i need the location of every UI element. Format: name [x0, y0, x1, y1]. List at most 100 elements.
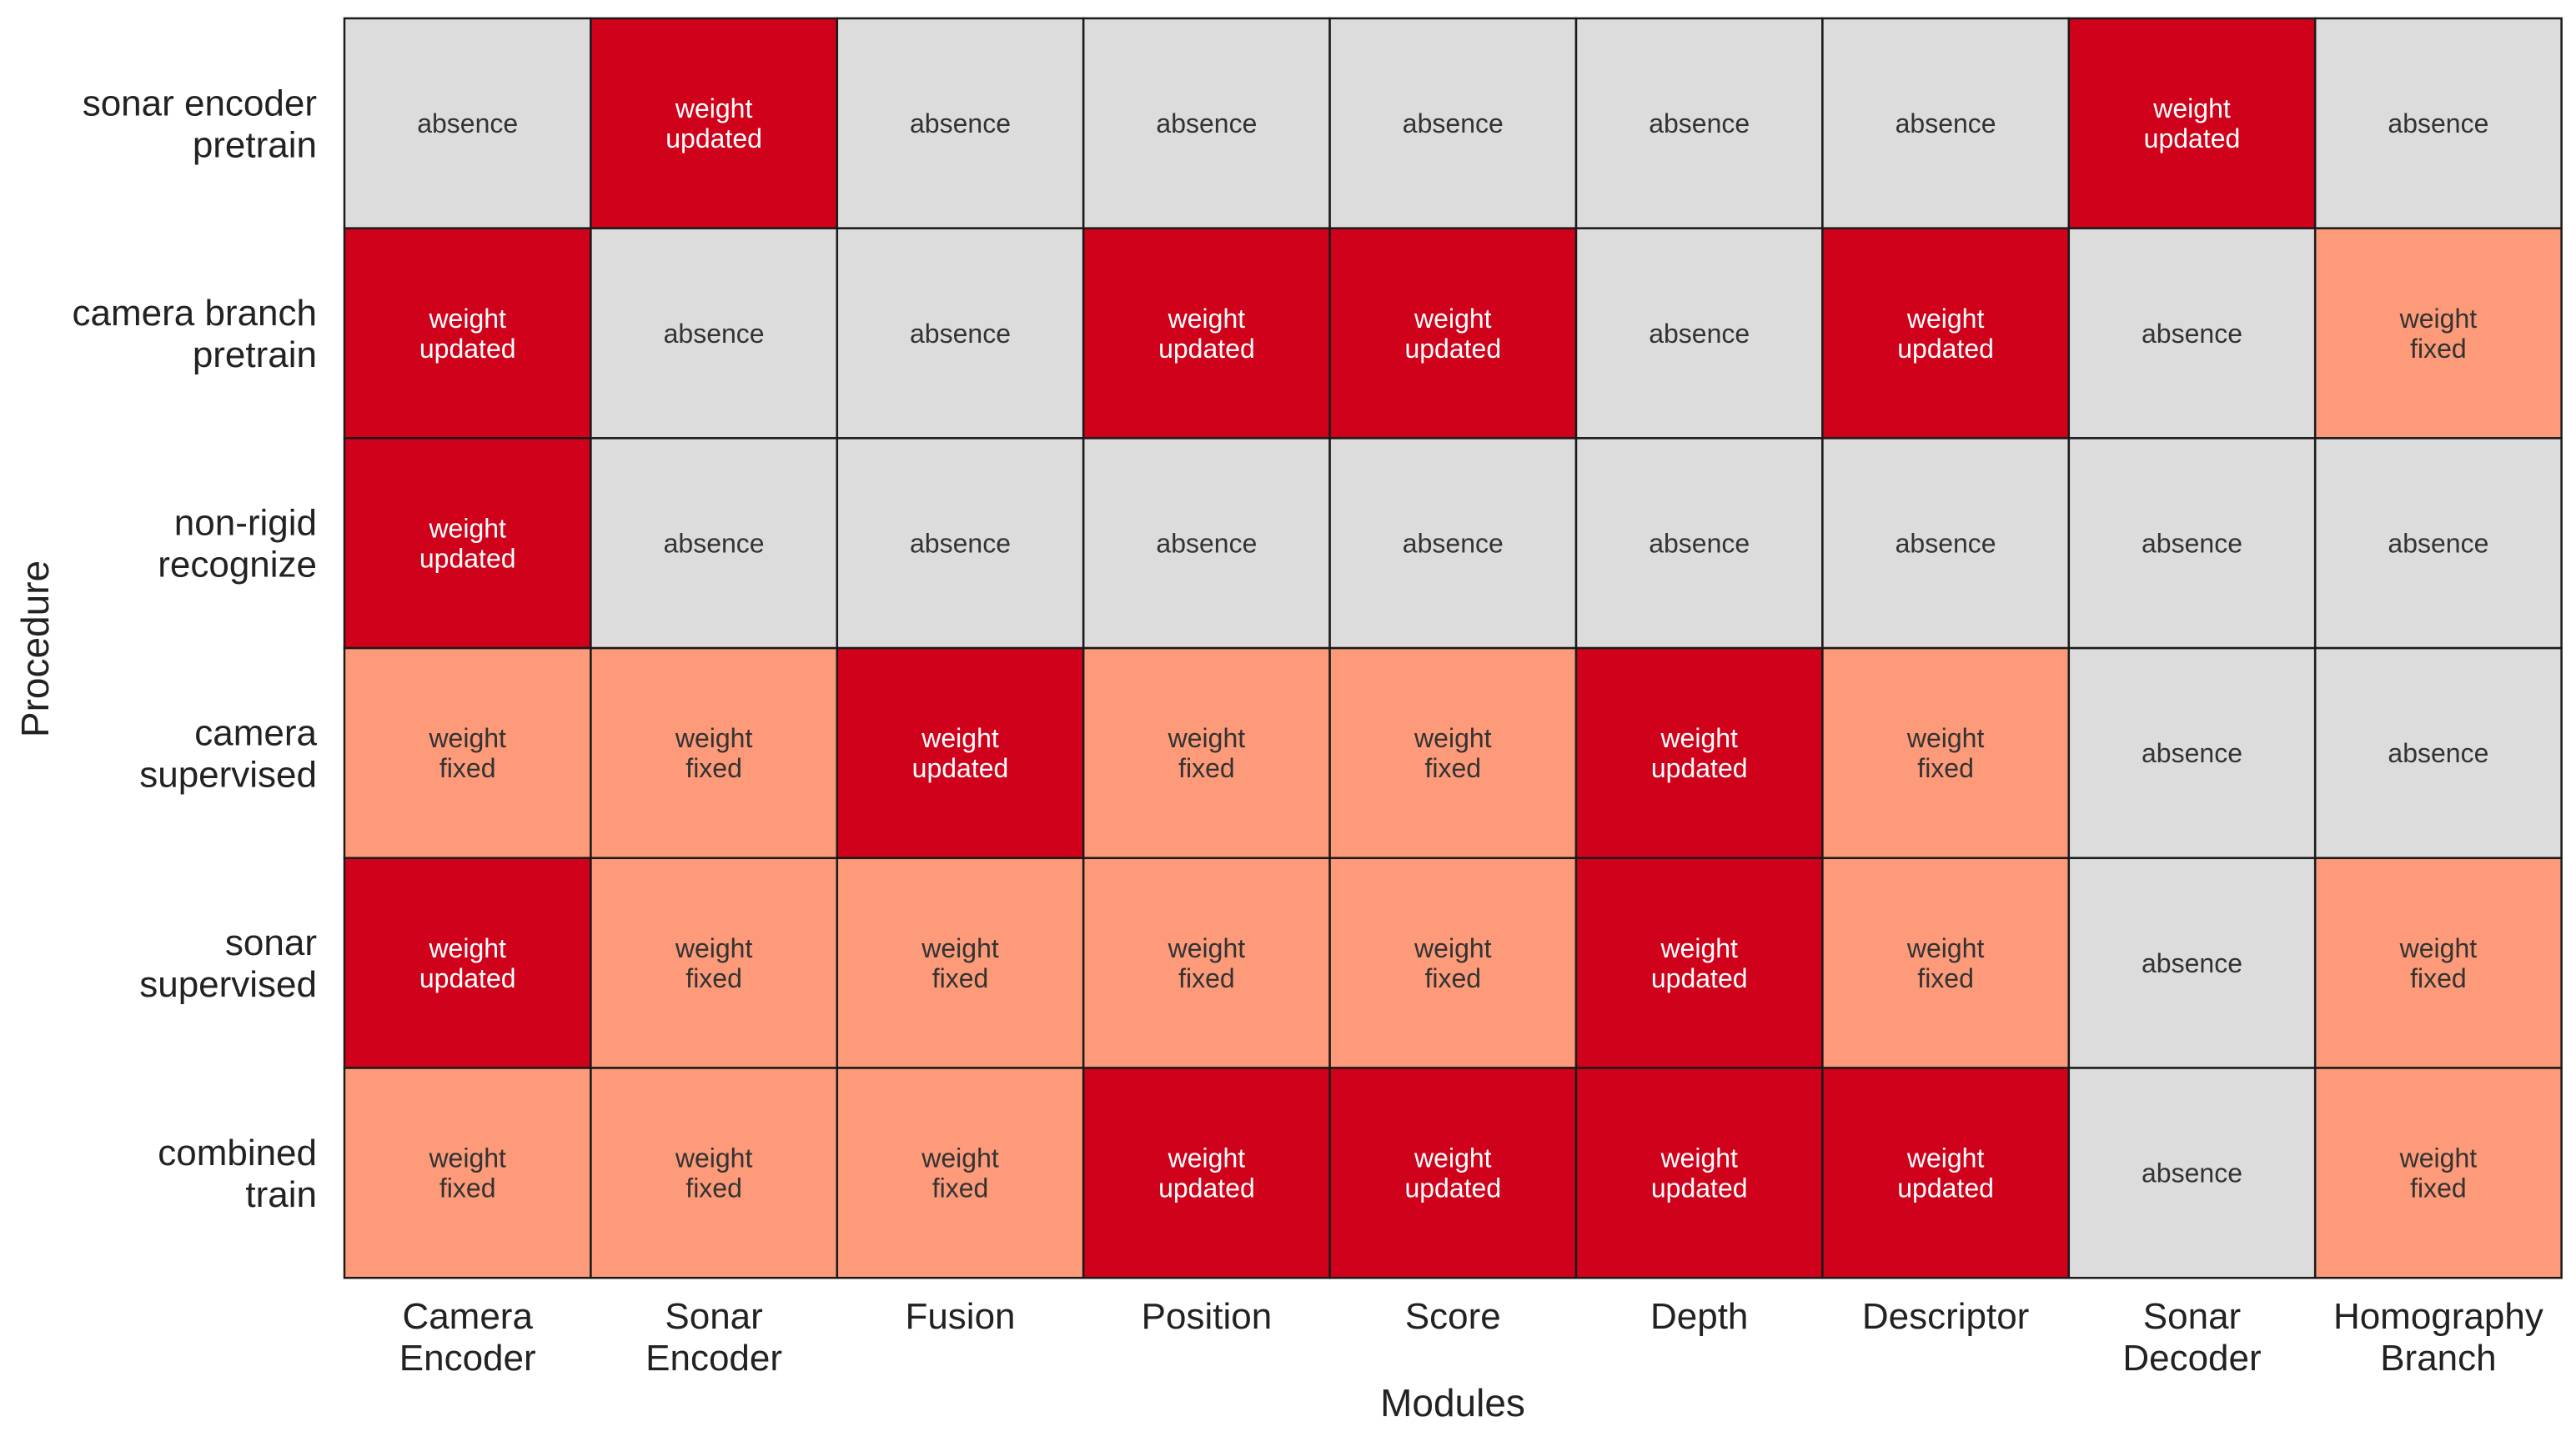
- cell-label: weight fixed: [675, 933, 753, 993]
- row-label-non-rigid-recognize-line: non-rigid: [174, 503, 317, 544]
- cell-camera-branch-pretrain-score: weight updated: [1328, 227, 1578, 440]
- cell-label: weight updated: [1651, 933, 1748, 993]
- row-label-non-rigid-recognize-line: recognize: [158, 545, 317, 585]
- cell-rect: [1574, 227, 1824, 440]
- col-label-line: Depth: [1650, 1296, 1748, 1337]
- row-label-camera-branch-pretrain: camera branch pretrain: [73, 293, 317, 375]
- cell-label-line: fixed: [932, 963, 989, 993]
- col-label-homography-branch: Homography Branch: [2333, 1296, 2543, 1379]
- cell-label: weight fixed: [428, 1143, 506, 1203]
- cell-label: weight updated: [1651, 1143, 1748, 1203]
- col-label-line: Branch: [2380, 1338, 2496, 1379]
- cell-label: weight updated: [1404, 304, 1501, 364]
- cell-sonar-supervised-position: weight fixed: [1082, 857, 1331, 1069]
- cell-sonar-encoder-pretrain-score: absence: [1328, 17, 1578, 229]
- cell-label: absence: [1896, 528, 1996, 558]
- cell-label-line: updated: [912, 753, 1009, 783]
- cell-label: absence: [910, 319, 1011, 349]
- cell-camera-branch-pretrain-position: weight updated: [1082, 227, 1331, 440]
- cell-label: weight fixed: [2399, 304, 2478, 364]
- cell-label-line: weight: [1660, 1143, 1738, 1173]
- cell-sonar-encoder-pretrain-position: absence: [1082, 17, 1331, 229]
- cell-label: absence: [417, 108, 518, 138]
- cell-rect: [1082, 857, 1331, 1069]
- row-label-sonar-encoder-pretrain: sonar encoder pretrain: [83, 83, 317, 165]
- cell-label-line: updated: [419, 963, 516, 993]
- col-label-camera-encoder: Camera Encoder: [399, 1296, 536, 1379]
- cell-label: weight updated: [2144, 93, 2241, 153]
- cell-label-line: absence: [2388, 108, 2488, 138]
- cell-label-line: weight: [675, 933, 753, 963]
- cell-label-line: weight: [1414, 723, 1492, 753]
- cell-label-line: fixed: [685, 1173, 742, 1203]
- cell-label-line: absence: [910, 108, 1011, 138]
- cell-label-line: weight: [1414, 933, 1492, 963]
- cell-camera-supervised-sonar-decoder: absence: [2067, 646, 2317, 860]
- cell-rect: [1821, 437, 2071, 650]
- cell-sonar-encoder-pretrain-homography-branch: absence: [2313, 17, 2563, 229]
- cell-sonar-supervised-depth: weight updated: [1574, 857, 1824, 1069]
- col-label-line: Decoder: [2122, 1338, 2261, 1379]
- cell-rect: [1082, 437, 1331, 650]
- cell-label-line: absence: [1403, 528, 1504, 558]
- cell-label-line: fixed: [439, 753, 496, 783]
- row-label-camera-branch-pretrain-line: pretrain: [193, 334, 317, 375]
- row-label-combined-train-line: train: [245, 1174, 317, 1215]
- col-label-sonar-encoder: Sonar Encoder: [645, 1296, 782, 1379]
- cell-sonar-encoder-pretrain-depth: absence: [1574, 17, 1824, 229]
- cell-label: weight fixed: [1414, 723, 1492, 783]
- cell-rect: [2313, 437, 2563, 650]
- cell-label-line: updated: [419, 543, 516, 573]
- row-label-sonar-encoder-pretrain-line: sonar encoder: [83, 83, 317, 123]
- cell-sonar-supervised-camera-encoder: weight updated: [343, 857, 592, 1069]
- x-axis-title: Modules: [1380, 1381, 1525, 1424]
- cell-label-line: updated: [1651, 963, 1748, 993]
- cell-label-line: fixed: [2410, 334, 2467, 364]
- cell-rect: [2313, 227, 2563, 440]
- cell-label-line: weight: [2399, 1143, 2478, 1173]
- cell-combined-train-descriptor: weight updated: [1821, 1067, 2071, 1279]
- cell-label-line: weight: [1167, 933, 1246, 963]
- cell-camera-branch-pretrain-camera-encoder: weight updated: [343, 227, 592, 440]
- cell-non-rigid-recognize-sonar-encoder: absence: [590, 437, 839, 650]
- cell-label: weight fixed: [1906, 933, 1985, 993]
- row-label-sonar-encoder-pretrain-line: pretrain: [193, 124, 317, 165]
- cell-label-line: absence: [2142, 528, 2242, 558]
- row-label-combined-train: combined train: [158, 1133, 317, 1215]
- cell-label-line: fixed: [439, 1173, 496, 1203]
- cell-label: absence: [2142, 738, 2242, 768]
- cell-label-line: absence: [910, 528, 1011, 558]
- cell-rect: [2067, 646, 2317, 860]
- cell-non-rigid-recognize-score: absence: [1328, 437, 1578, 650]
- cell-label: absence: [1896, 108, 1996, 138]
- cell-label: weight fixed: [921, 1143, 999, 1203]
- cell-label-line: weight: [1167, 1143, 1246, 1173]
- cell-rect: [343, 646, 592, 860]
- cell-label-line: absence: [2142, 1158, 2242, 1188]
- cell-label: weight updated: [665, 93, 762, 153]
- cell-label-line: absence: [1649, 319, 1750, 349]
- cell-label-line: weight: [1906, 723, 1985, 753]
- cell-label: absence: [2142, 948, 2242, 978]
- cell-rect: [590, 646, 839, 860]
- cell-label-line: weight: [921, 933, 999, 963]
- cell-label-line: fixed: [685, 753, 742, 783]
- cell-sonar-encoder-pretrain-sonar-encoder: weight updated: [590, 17, 839, 229]
- cell-camera-branch-pretrain-sonar-decoder: absence: [2067, 227, 2317, 440]
- cell-label-line: absence: [2142, 948, 2242, 978]
- cell-label: absence: [1649, 108, 1750, 138]
- cell-label: weight updated: [1158, 304, 1255, 364]
- cell-label-line: weight: [1906, 933, 1985, 963]
- cell-rect: [836, 1067, 1085, 1279]
- cell-label: weight updated: [419, 304, 516, 364]
- cell-label-line: absence: [2142, 738, 2242, 768]
- col-label-line: Sonar: [665, 1296, 762, 1337]
- cell-rect: [590, 17, 839, 229]
- cell-camera-branch-pretrain-sonar-encoder: absence: [590, 227, 839, 440]
- col-label-line: Fusion: [905, 1296, 1015, 1337]
- col-label-line: Sonar: [2143, 1296, 2241, 1337]
- cell-rect: [1328, 227, 1578, 440]
- cell-label-line: fixed: [1917, 963, 1974, 993]
